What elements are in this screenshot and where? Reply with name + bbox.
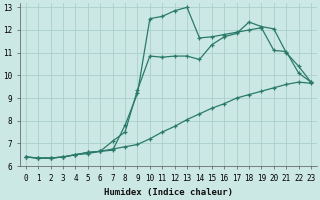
X-axis label: Humidex (Indice chaleur): Humidex (Indice chaleur): [104, 188, 233, 197]
